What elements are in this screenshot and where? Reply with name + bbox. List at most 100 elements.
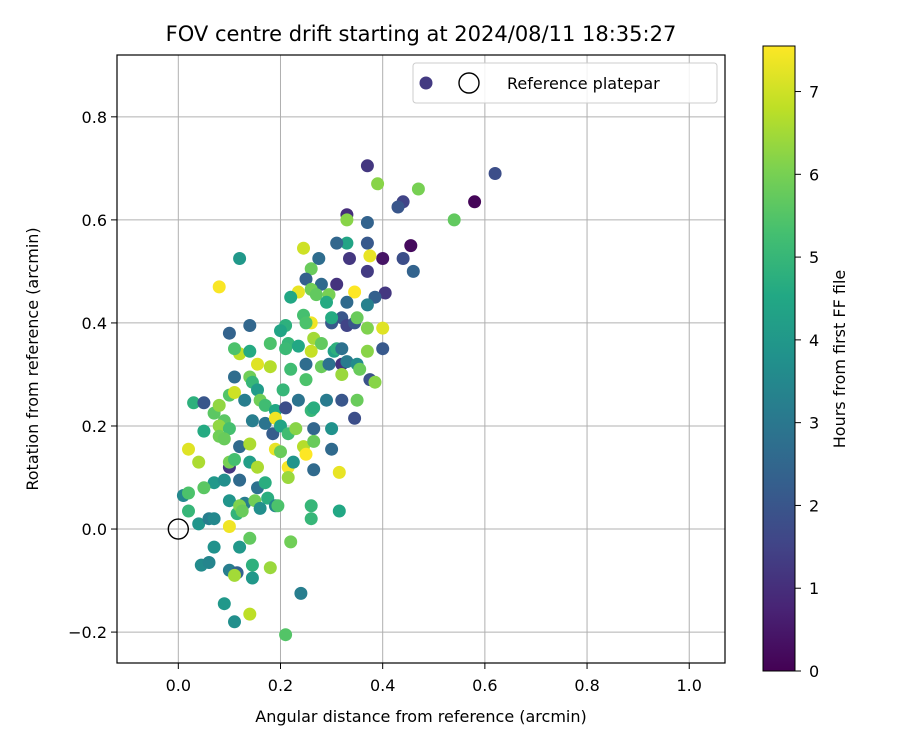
data-point [291, 339, 305, 353]
data-point [245, 558, 259, 572]
data-point [307, 463, 321, 477]
y-tick-label: 0.6 [82, 211, 107, 230]
data-point [182, 442, 195, 456]
data-point [212, 280, 226, 294]
data-point [197, 481, 211, 495]
data-point [251, 460, 264, 474]
data-point [258, 398, 272, 412]
data-point [197, 424, 211, 438]
data-point [368, 375, 382, 389]
data-point [284, 362, 298, 376]
data-point [281, 471, 295, 484]
x-axis-label: Angular distance from reference (arcmin) [255, 707, 586, 726]
data-point [447, 213, 461, 227]
data-point [243, 531, 257, 545]
data-point [350, 311, 364, 325]
data-point [228, 568, 241, 582]
data-point [371, 177, 385, 191]
data-point [243, 319, 257, 332]
data-point [233, 440, 247, 454]
data-point [279, 628, 293, 642]
legend-scatter-swatch [419, 76, 433, 90]
colorbar-label: Hours from first FF file [830, 270, 849, 449]
data-point [197, 396, 211, 410]
data-point [212, 398, 226, 412]
colorbar-tick-label: 5 [809, 248, 819, 267]
reference-platepar-marker [167, 518, 190, 540]
colorbar-tick-label: 1 [809, 579, 819, 598]
data-point [222, 520, 236, 533]
x-tick-label: 0.6 [472, 676, 497, 695]
data-point [235, 504, 249, 518]
data-point [353, 362, 367, 376]
chart-title: FOV centre drift starting at 2024/08/11 … [166, 22, 677, 46]
data-point [376, 342, 390, 356]
data-point [304, 512, 318, 526]
data-point [360, 344, 374, 358]
data-point [330, 236, 344, 250]
data-point [233, 252, 247, 265]
data-point [325, 442, 339, 456]
data-point [291, 393, 305, 407]
data-point [286, 455, 300, 469]
data-point [222, 422, 236, 436]
colorbar-gradient [762, 45, 796, 672]
y-tick-label: 0.4 [82, 314, 107, 333]
data-point [228, 386, 241, 399]
data-point [360, 321, 374, 335]
grid-lines [117, 55, 725, 663]
data-point [340, 295, 354, 309]
data-point [284, 535, 298, 549]
data-point [343, 252, 356, 265]
x-tick-label: 0.0 [166, 676, 191, 695]
data-point [245, 414, 259, 428]
x-tick-label: 0.2 [268, 676, 293, 695]
data-point [243, 607, 257, 621]
data-point [307, 434, 321, 448]
data-point [274, 324, 287, 338]
data-point [299, 316, 313, 330]
data-point [245, 571, 259, 585]
data-point [276, 383, 290, 397]
data-point [212, 419, 226, 433]
data-point [182, 504, 195, 518]
data-point [207, 512, 221, 526]
data-point [202, 556, 216, 569]
y-tick-label: −0.2 [68, 623, 107, 642]
y-tick-label: 0.0 [82, 520, 107, 539]
legend: Reference platepar [412, 62, 718, 104]
data-point [217, 597, 231, 611]
data-point [228, 453, 241, 466]
legend-box [412, 62, 718, 104]
data-point [222, 326, 236, 340]
data-point [238, 393, 252, 407]
data-point [309, 288, 323, 302]
legend-reference-swatch [458, 72, 480, 94]
colorbar-tick-label: 7 [809, 83, 819, 102]
data-point [335, 342, 349, 356]
data-point [304, 262, 318, 276]
data-point [335, 368, 349, 381]
data-point [192, 455, 206, 469]
data-point [279, 401, 293, 415]
data-point [299, 447, 313, 461]
data-point [228, 615, 241, 629]
data-point [332, 465, 346, 479]
colorbar-tick-label: 3 [809, 414, 819, 433]
data-point [350, 393, 364, 407]
data-point [376, 321, 390, 335]
data-point [360, 264, 374, 278]
colorbar-tick-label: 4 [809, 331, 819, 350]
plot-frame [116, 54, 726, 664]
data-point [279, 342, 293, 356]
data-point [320, 295, 333, 309]
data-point [340, 355, 354, 369]
legend-label-reference: Reference platepar [507, 74, 660, 93]
data-point [360, 298, 374, 312]
data-point [360, 159, 374, 173]
data-point [304, 499, 318, 513]
data-point [299, 272, 313, 286]
data-point [360, 216, 374, 229]
data-point [335, 393, 349, 407]
